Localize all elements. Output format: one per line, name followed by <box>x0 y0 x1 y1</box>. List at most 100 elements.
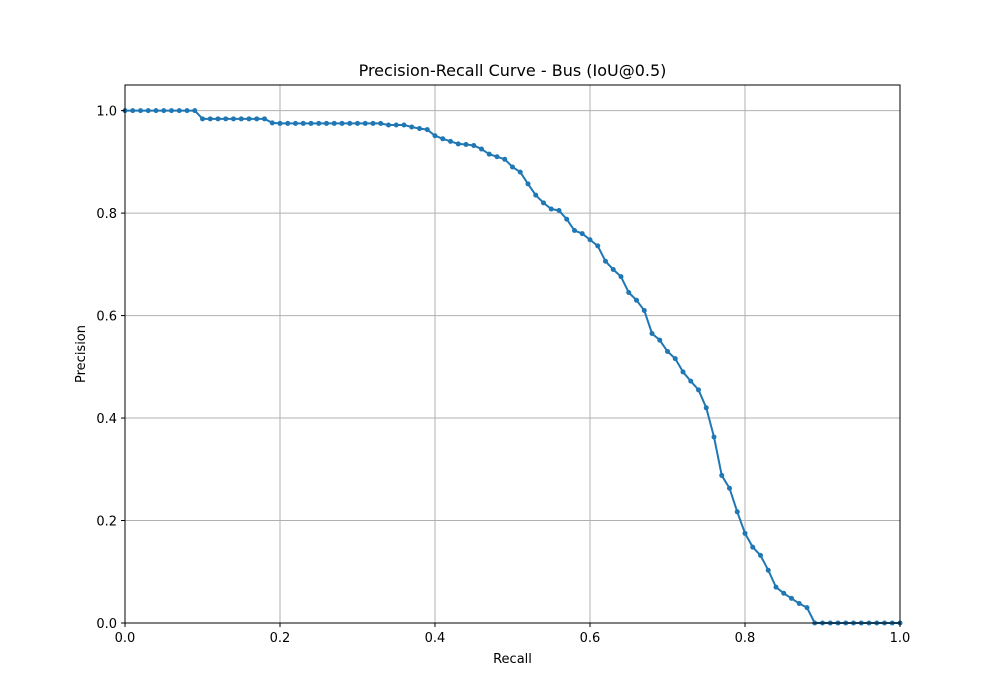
data-point <box>161 108 167 114</box>
data-point <box>587 237 593 243</box>
x-tick-label: 0.4 <box>425 631 446 646</box>
y-axis-label: Precision <box>74 325 89 383</box>
data-point <box>796 601 802 607</box>
data-point <box>556 208 562 214</box>
data-point <box>641 307 647 313</box>
data-point <box>502 156 508 162</box>
data-point <box>231 116 236 122</box>
data-point <box>750 544 756 550</box>
data-point <box>440 136 446 142</box>
data-point <box>215 116 221 122</box>
data-point <box>758 552 763 558</box>
data-point <box>548 206 554 212</box>
data-point <box>331 120 337 126</box>
data-point <box>378 120 384 126</box>
y-tick-label: 1.0 <box>96 105 117 120</box>
data-point <box>703 405 709 411</box>
data-point <box>634 297 639 303</box>
data-point <box>603 258 608 264</box>
data-point <box>765 567 771 573</box>
data-point <box>393 122 399 128</box>
data-point <box>316 120 322 126</box>
data-point <box>285 120 291 126</box>
data-point <box>610 266 616 272</box>
data-point <box>238 116 244 122</box>
data-point <box>223 116 229 122</box>
data-point <box>680 369 686 375</box>
data-point <box>200 116 205 122</box>
data-point <box>525 181 531 187</box>
data-point <box>386 122 391 128</box>
data-point <box>192 108 198 114</box>
data-point <box>479 146 484 152</box>
data-point <box>246 116 252 122</box>
data-point <box>657 337 663 343</box>
y-tick-label: 0.0 <box>96 617 117 632</box>
data-point <box>153 108 159 114</box>
data-point <box>579 231 585 237</box>
data-point <box>564 216 570 222</box>
data-point <box>517 169 523 175</box>
data-point <box>719 472 725 478</box>
data-point <box>572 228 577 234</box>
y-tick-label: 0.8 <box>96 207 117 222</box>
data-point <box>463 141 469 147</box>
data-point <box>510 164 515 170</box>
data-point <box>207 116 213 122</box>
data-point <box>262 116 267 122</box>
data-point <box>130 108 136 114</box>
data-point <box>789 595 794 601</box>
data-point <box>145 108 151 114</box>
axes-frame <box>124 84 901 624</box>
data-point <box>773 584 779 590</box>
data-point <box>169 108 174 114</box>
data-point <box>486 151 492 157</box>
data-point <box>711 434 717 440</box>
data-point <box>471 142 477 148</box>
data-point <box>339 120 345 126</box>
data-point <box>595 243 601 249</box>
data-point <box>432 133 438 139</box>
x-tick-label: 0.2 <box>270 631 291 646</box>
data-point <box>448 138 453 144</box>
x-axis-label: Recall <box>493 652 532 667</box>
data-point <box>277 120 283 126</box>
data-point <box>184 108 190 114</box>
data-point <box>455 141 461 147</box>
data-point <box>293 120 298 126</box>
y-tick-label: 0.6 <box>96 310 117 325</box>
data-point <box>300 120 306 126</box>
data-point <box>494 154 500 160</box>
y-tick-label: 0.4 <box>96 412 117 427</box>
plot-area <box>125 85 900 623</box>
data-point <box>688 378 694 384</box>
data-point <box>533 192 539 198</box>
x-tick-label: 0.6 <box>580 631 601 646</box>
data-point <box>727 485 732 491</box>
data-point <box>362 120 368 126</box>
data-point <box>138 108 143 114</box>
data-point <box>742 530 748 536</box>
data-point <box>649 331 655 336</box>
data-point <box>347 120 353 126</box>
data-point <box>424 127 430 133</box>
data-point <box>417 126 422 132</box>
y-axis-ticks: 0.0 0.2 0.4 0.6 0.8 1.0 <box>96 105 125 632</box>
x-tick-label: 0.0 <box>115 631 136 646</box>
data-point <box>626 290 632 296</box>
data-point <box>324 120 329 126</box>
x-tick-label: 1.0 <box>890 631 911 646</box>
data-point <box>254 116 260 122</box>
data-point <box>672 356 678 362</box>
data-point <box>401 122 407 128</box>
data-point <box>269 120 275 126</box>
y-tick-label: 0.2 <box>96 515 117 530</box>
x-tick-label: 0.8 <box>735 631 756 646</box>
chart-title: Precision-Recall Curve - Bus (IoU@0.5) <box>359 61 667 80</box>
data-point <box>409 124 415 130</box>
data-point <box>734 509 740 515</box>
data-point <box>781 590 787 596</box>
data-point <box>541 200 546 206</box>
